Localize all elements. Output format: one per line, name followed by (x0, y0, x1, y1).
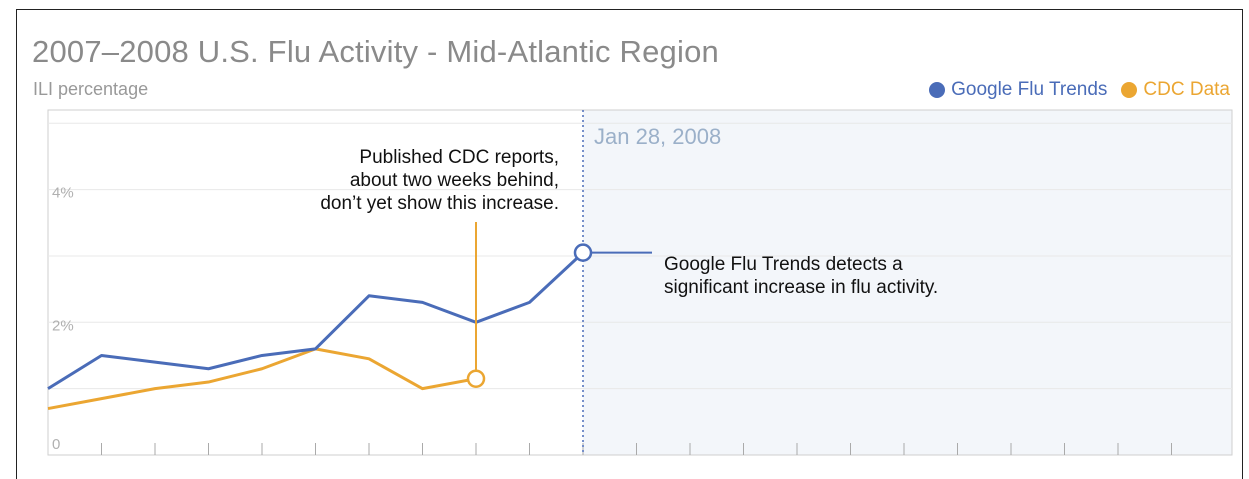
series-line-cdc-data (47, 347, 477, 411)
legend-swatch-cdc-data (1121, 82, 1138, 98)
chart-legend: Google Flu Trends CDC Data (915, 79, 1230, 101)
y-tick-label: 4% (52, 185, 74, 202)
gft-annotation-line: significant increase in flu activity. (664, 277, 938, 298)
legend-label-google-flu-trends: Google Flu Trends (951, 79, 1108, 100)
y-tick-label: 2% (52, 317, 74, 334)
cdc-annotation-line: about two weeks behind, (350, 170, 559, 191)
y-tick-label: 0 (52, 436, 60, 453)
cdc-annotation-line: don’t yet show this increase. (320, 193, 559, 214)
series-line-google-flu-trends (47, 251, 585, 390)
date-marker-label: Jan 28, 2008 (594, 124, 721, 149)
cdc-annotation-line: Published CDC reports, (359, 147, 559, 168)
gft-annotation-text: Google Flu Trends detects a significant i… (664, 254, 938, 298)
gft-annotation-line: Google Flu Trends detects a (664, 254, 903, 275)
plot-area-border (47, 109, 1233, 456)
chart-frame (16, 9, 1243, 479)
legend-swatch-google-flu-trends (929, 82, 946, 98)
cdc-annotation-text: Published CDC reports, about two weeks be… (320, 147, 559, 214)
chart-title: 2007–2008 U.S. Flu Activity - Mid-Atlant… (32, 34, 719, 69)
legend-label-cdc-data: CDC Data (1143, 79, 1230, 100)
forecast-region (583, 110, 1232, 455)
gft-last-point (573, 243, 593, 262)
chart-subtitle: ILI percentage (33, 79, 149, 99)
legend-item-cdc-data: CDC Data (1121, 79, 1230, 101)
legend-item-google-flu-trends: Google Flu Trends (929, 79, 1107, 101)
cdc-last-point (466, 369, 486, 388)
